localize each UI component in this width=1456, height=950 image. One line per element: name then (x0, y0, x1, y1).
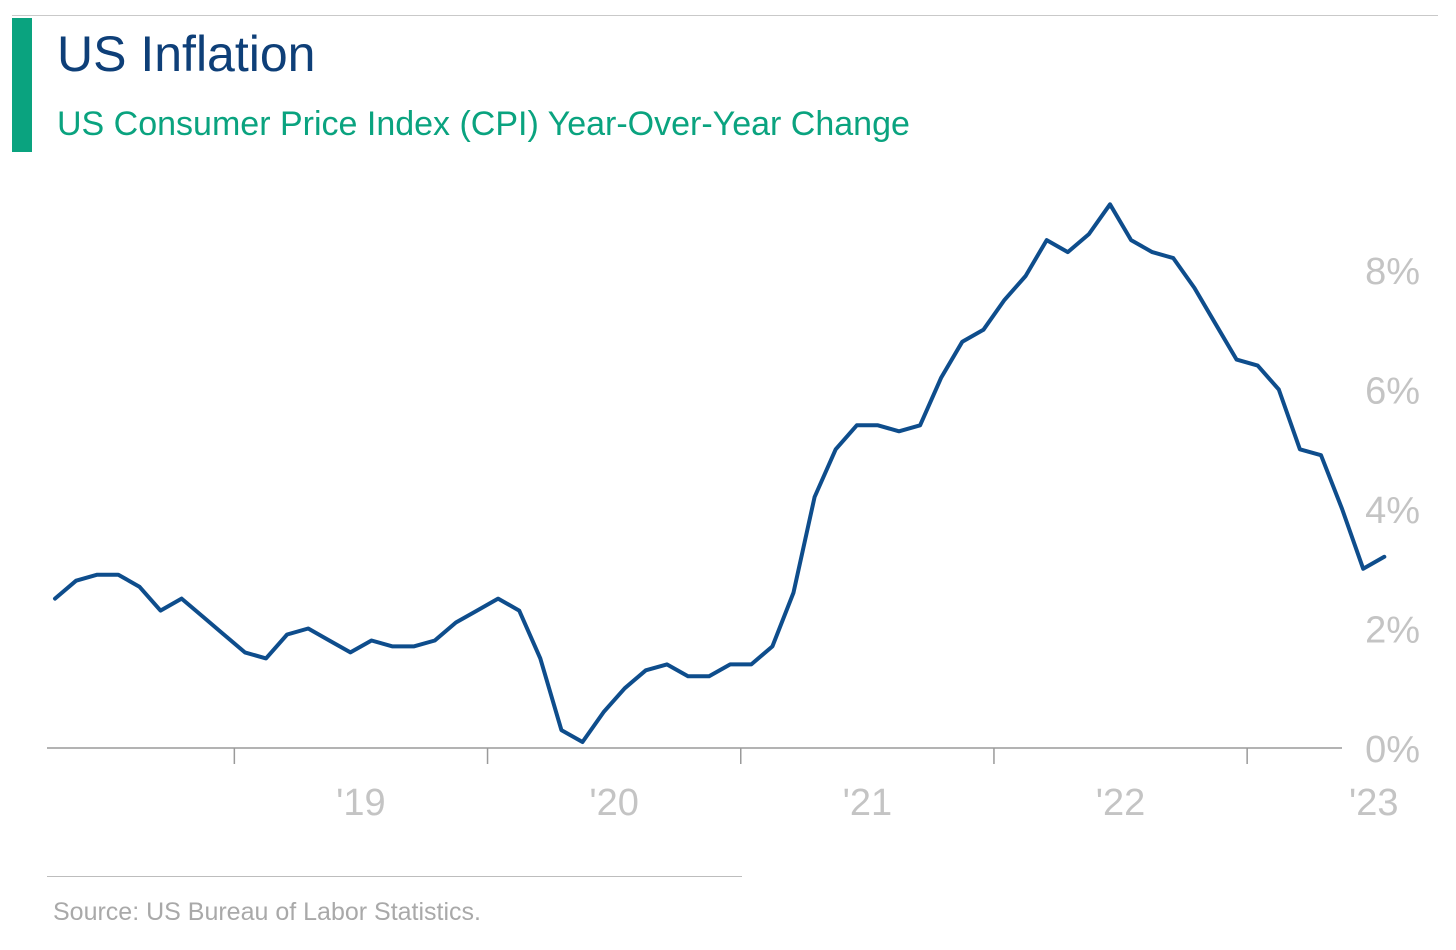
y-tick-label: 8% (1365, 251, 1420, 293)
x-tick-label: '19 (336, 782, 386, 824)
x-tick-label: '20 (589, 782, 639, 824)
plot-area (53, 202, 1387, 744)
data-point (960, 340, 964, 344)
data-point (623, 686, 627, 690)
chart-title: US Inflation (57, 26, 316, 82)
data-point (1024, 274, 1028, 278)
data-point (137, 585, 141, 589)
x-tick-label: '22 (1096, 782, 1146, 824)
data-point (602, 710, 606, 714)
data-point (1087, 232, 1091, 236)
y-tick-label: 2% (1365, 610, 1420, 652)
data-point (1108, 202, 1112, 206)
chart-subtitle: US Consumer Price Index (CPI) Year-Over-… (57, 105, 910, 143)
data-point (1298, 447, 1302, 451)
source-note: Source: US Bureau of Labor Statistics. (53, 898, 481, 926)
data-point (285, 633, 289, 637)
top-rule (12, 15, 1438, 16)
data-point (243, 650, 247, 654)
data-point (496, 597, 500, 601)
data-point (1235, 358, 1239, 362)
data-point (559, 728, 563, 732)
data-point (74, 579, 78, 583)
y-tick-label: 0% (1365, 729, 1420, 771)
data-point (1277, 388, 1281, 392)
data-point (644, 668, 648, 672)
data-point (370, 639, 374, 643)
source-rule (47, 876, 742, 877)
data-point (707, 674, 711, 678)
data-point (201, 615, 205, 619)
data-point (1340, 507, 1344, 511)
data-point (1361, 567, 1365, 571)
data-point (1045, 238, 1049, 242)
data-point (222, 633, 226, 637)
data-point (686, 674, 690, 678)
line-chart: '19 '20 '21 '22 '23 0% 2% 4% 6% 8% (47, 202, 1420, 824)
data-point (180, 597, 184, 601)
data-point (876, 423, 880, 427)
data-point (665, 662, 669, 666)
data-point (517, 609, 521, 613)
data-point (306, 627, 310, 631)
y-tick-label: 4% (1365, 490, 1420, 532)
data-point (475, 609, 479, 613)
data-point (728, 662, 732, 666)
data-point (116, 573, 120, 577)
data-point (1150, 250, 1154, 254)
data-point (95, 573, 99, 577)
data-point (581, 740, 585, 744)
cpi-line (53, 202, 1387, 744)
x-tick-label: '23 (1349, 782, 1399, 824)
data-point (1129, 238, 1133, 242)
data-point (348, 650, 352, 654)
data-point (264, 656, 268, 660)
data-point (53, 597, 57, 601)
y-axis: 0% 2% 4% 6% 8% (1365, 251, 1420, 771)
data-point (855, 423, 859, 427)
data-point (792, 591, 796, 595)
data-point (1171, 256, 1175, 260)
x-axis: '19 '20 '21 '22 '23 (47, 747, 1399, 824)
data-point (327, 639, 331, 643)
y-tick-label: 6% (1365, 371, 1420, 413)
data-point (813, 495, 817, 499)
data-point (159, 609, 163, 613)
x-tick-label: '21 (843, 782, 893, 824)
data-point (454, 621, 458, 625)
data-point (770, 644, 774, 648)
data-point (939, 376, 943, 380)
data-point (433, 639, 437, 643)
data-point (538, 656, 542, 660)
data-point (749, 662, 753, 666)
data-point (1003, 298, 1007, 302)
data-point (1066, 250, 1070, 254)
data-point (1192, 286, 1196, 290)
data-point (1256, 364, 1260, 368)
data-point (1319, 453, 1323, 457)
accent-bar (12, 18, 32, 152)
data-point (897, 429, 901, 433)
data-point (412, 644, 416, 648)
data-point (918, 423, 922, 427)
data-point (981, 328, 985, 332)
data-point (391, 644, 395, 648)
data-point (1214, 322, 1218, 326)
data-point (1382, 555, 1386, 559)
data-point (834, 447, 838, 451)
